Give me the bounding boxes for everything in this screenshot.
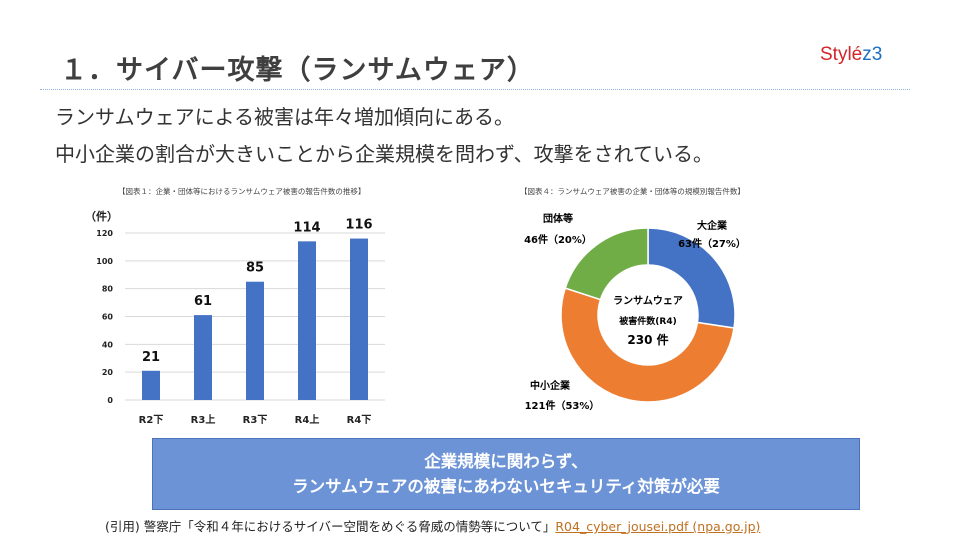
- pie-chart-title: 【図表４：ランサムウェア被害の企業・団体等の規模別報告件数】: [520, 187, 745, 196]
- y-tick-label: 60: [102, 313, 114, 322]
- y-tick-label: 40: [102, 340, 114, 349]
- logo: Styléz3: [820, 44, 882, 66]
- slice-label-org: 46件（20%）: [524, 233, 592, 246]
- slice-label-sme: 121件（53%）: [525, 399, 600, 412]
- citation: (引用) 警察庁「令和４年におけるサイバー空間をめぐる脅威の情勢等について」R0…: [105, 516, 760, 535]
- y-axis-label: （件）: [85, 209, 118, 223]
- center-label-1: ランサムウェア: [613, 295, 683, 307]
- x-tick-label: R3下: [243, 414, 268, 426]
- center-label-3: 230 件: [627, 332, 668, 347]
- x-tick-label: R3上: [191, 413, 216, 426]
- bar: [194, 315, 212, 400]
- callout-line-2: ランサムウェアの被害にあわないセキュリティ対策が必要: [292, 477, 720, 496]
- bar-value-label: 116: [345, 218, 372, 233]
- x-tick-label: R2下: [139, 414, 164, 426]
- bar: [246, 281, 264, 400]
- center-label-2: 被害件数(R4): [619, 315, 676, 327]
- bar-value-label: 114: [293, 220, 320, 235]
- donut-slice: [647, 227, 736, 329]
- body-line-1: ランサムウェアによる被害は年々増加傾向にある。: [55, 105, 514, 129]
- y-tick-label: 100: [96, 257, 113, 266]
- callout-box: 企業規模に関わらず、 ランサムウェアの被害にあわないセキュリティ対策が必要: [152, 438, 860, 510]
- bar-value-label: 61: [194, 294, 212, 309]
- slice-name-sme: 中小企業: [530, 379, 571, 392]
- bar: [142, 370, 160, 400]
- slice-name-large: 大企業: [697, 219, 728, 232]
- donut-chart: ランサムウェア 被害件数(R4) 230 件 大企業 63件（27%） 団体等 …: [524, 212, 746, 412]
- y-tick-label: 0: [107, 396, 113, 405]
- bar-chart: 0 20 40 60 80 100 120 21 R2下 61 R3上 85 R3下 114 R4上 116 R…: [85, 209, 385, 426]
- bar: [298, 241, 316, 400]
- x-tick-label: R4下: [347, 414, 372, 426]
- title-divider: [40, 89, 910, 90]
- slice-name-org: 団体等: [543, 212, 573, 225]
- logo-suffix: z3: [862, 44, 883, 65]
- page-title: １．サイバー攻撃（ランサムウェア）: [60, 55, 535, 86]
- bar-chart-title: 【図表１：企業・団体等におけるランサムウェア被害の報告件数の推移】: [118, 187, 366, 196]
- donut-slice: [564, 227, 649, 301]
- x-tick-label: R4上: [295, 413, 320, 426]
- y-tick-label: 80: [102, 285, 114, 294]
- donut-slice: [560, 287, 735, 403]
- body-line-2: 中小企業の割合が大きいことから企業規模を問わず、攻撃をされている。: [55, 142, 713, 166]
- bar-value-label: 21: [142, 350, 160, 365]
- logo-text: Stylé: [820, 44, 863, 65]
- y-tick-label: 120: [96, 229, 113, 238]
- citation-text: (引用) 警察庁「令和４年におけるサイバー空間をめぐる脅威の情勢等について」: [105, 519, 556, 534]
- callout-line-1: 企業規模に関わらず、: [424, 452, 588, 471]
- citation-link[interactable]: R04_cyber_jousei.pdf (npa.go.jp): [555, 519, 761, 534]
- slice-label-large: 63件（27%）: [678, 237, 746, 250]
- y-tick-label: 20: [102, 368, 114, 377]
- bar-value-label: 85: [246, 261, 264, 276]
- bar: [350, 238, 368, 400]
